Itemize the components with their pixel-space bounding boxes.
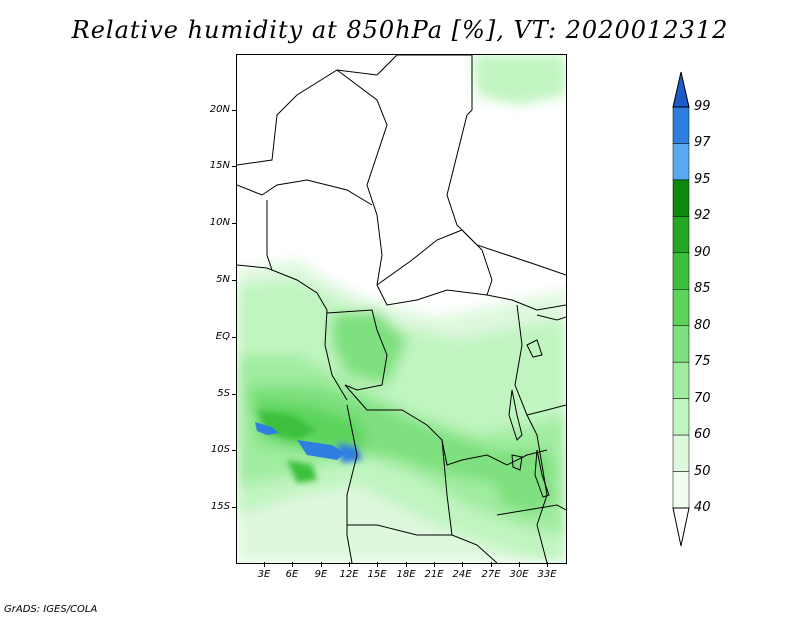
lat-label: 15S [210,501,230,512]
colorbar-segment [672,471,690,509]
lon-label: 21E [424,569,444,580]
lat-tick [232,450,237,451]
lat-tick [232,394,237,395]
lon-tick [264,562,265,567]
lat-tick [232,337,237,338]
colorbar-segment [672,106,690,144]
lon-label: 9E [314,569,328,580]
colorbar-label: 40 [694,500,711,515]
lakes [508,339,550,498]
humidity-shading [237,55,566,563]
lon-label: 15E [367,569,387,580]
lon-label: 24E [452,569,472,580]
lon-tick [462,562,463,567]
colorbar-segment [672,289,690,326]
lon-tick [406,562,407,567]
lon-label: 33E [537,569,557,580]
colorbar-segment [672,143,690,181]
lat-label: 15N [209,160,230,171]
lon-tick [491,562,492,567]
chart-title: Relative humidity at 850hPa [%], VT: 202… [71,16,729,44]
map-panel [236,54,567,564]
colorbar-segment [672,434,690,472]
lat-tick [232,507,237,508]
lat-tick [232,110,237,111]
lon-tick [434,562,435,567]
lon-label: 18E [396,569,416,580]
colorbar-label: 70 [694,390,711,406]
colorbar-segment [672,252,690,290]
colorbar-segment [672,216,690,254]
colorbar-label: 97 [694,135,711,151]
lon-label: 6E [285,569,299,580]
colorbar-label: 92 [694,208,711,224]
colorbar-label: 80 [694,317,711,333]
humidity-blue-patch [255,422,279,435]
colorbar-segment [672,179,690,217]
colorbar-label: 85 [694,281,711,297]
humidity-blue-patch [297,440,345,460]
colorbar-segment [672,325,690,363]
colorbar-label: 90 [694,244,711,260]
lon-label: 3E [257,569,271,580]
lon-label: 27E [481,569,501,580]
lat-label: 10S [210,444,230,455]
lon-label: 30E [509,569,529,580]
lat-label: 20N [209,104,230,115]
country-borders [237,55,566,563]
colorbar-label: 95 [694,171,711,187]
lon-tick [292,562,293,567]
colorbar-label: 60 [694,427,711,443]
footer-credit: GrADS: IGES/COLA [4,604,98,615]
colorbar-segment [672,361,690,399]
colorbar-label: 50 [694,463,711,479]
colorbar [672,71,690,547]
colorbar-bottom-arrow [672,507,690,547]
lat-label: 5N [216,274,230,285]
colorbar-segments [672,106,690,509]
lon-tick [519,562,520,567]
lat-tick [232,223,237,224]
lon-label: 12E [339,569,359,580]
lon-tick [321,562,322,567]
colorbar-segment [672,398,690,436]
lat-tick [232,166,237,167]
colorbar-label: 99 [694,99,711,114]
humidity-map [237,55,566,563]
lat-label: EQ [215,331,230,342]
lon-tick [547,562,548,567]
lon-tick [377,562,378,567]
lat-tick [232,280,237,281]
colorbar-top-arrow [672,71,690,108]
colorbar-label: 75 [694,354,711,370]
lat-label: 10N [209,217,230,228]
lon-tick [349,562,350,567]
lat-label: 5S [217,388,230,399]
